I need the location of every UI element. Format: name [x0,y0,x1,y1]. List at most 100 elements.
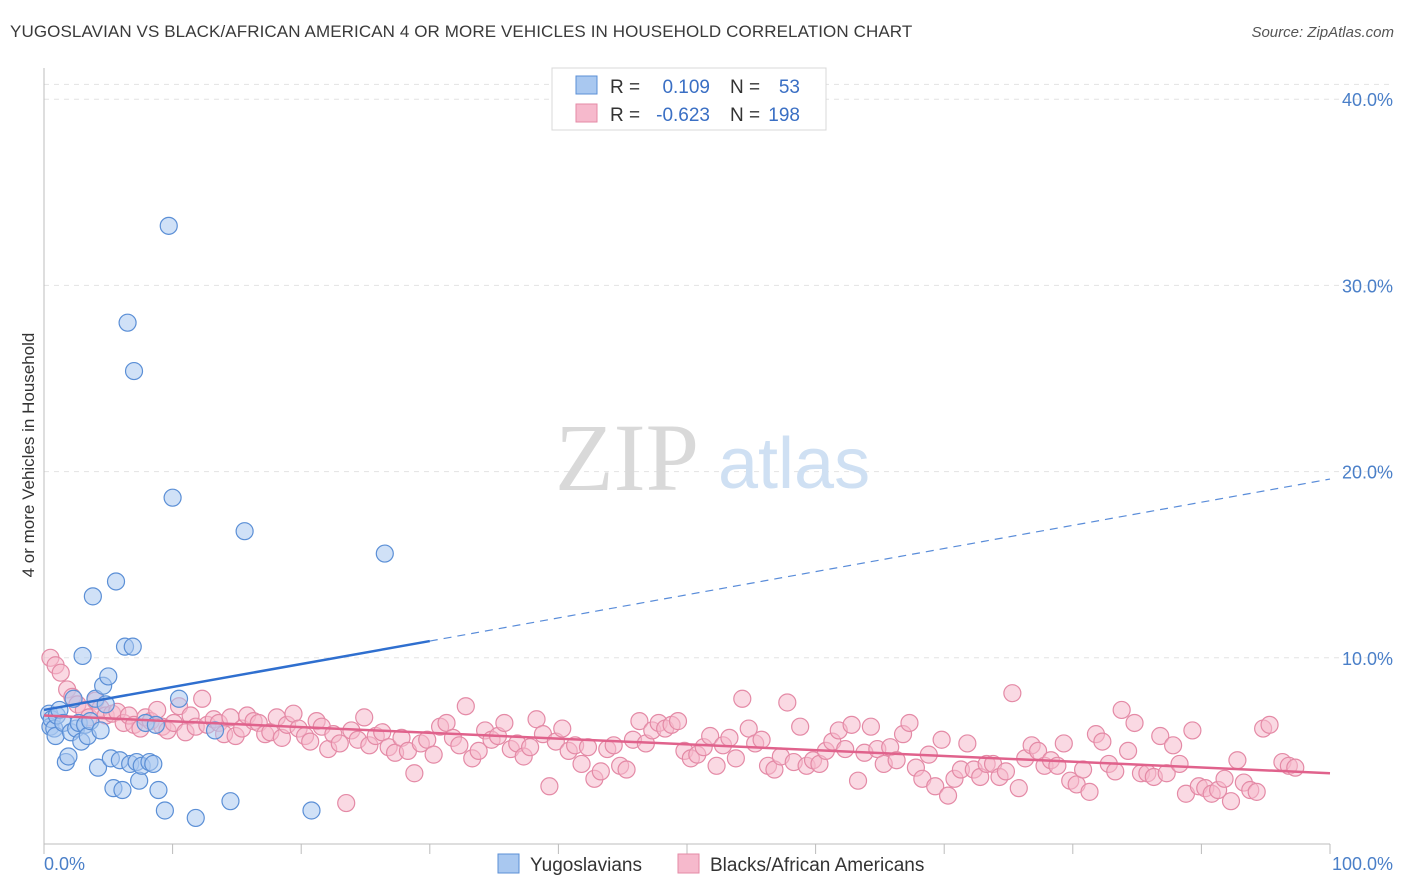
legend-r-label: R = [610,77,640,98]
series-yugoslavians [40,216,394,828]
source-credit: Source: ZipAtlas.com [1251,24,1394,41]
data-point [887,751,906,770]
y-tick-label: 20.0% [1342,463,1393,483]
y-tick-label: 10.0% [1342,649,1393,669]
data-point [99,667,118,686]
data-point [221,792,240,811]
data-point [1118,741,1138,761]
data-point [205,721,225,740]
data-point [720,728,739,747]
data-point [707,756,726,775]
data-point [617,760,636,779]
x-tick-labels: 0.0% 100.0% [44,854,1393,874]
series-legend-label-blacks-african-americans: Blacks/African Americans [710,855,924,876]
data-point [1080,782,1099,801]
data-point [630,712,649,731]
data-point [578,738,598,757]
data-point [301,732,320,751]
legend-n-label: N = [730,77,760,98]
data-point [938,786,958,805]
watermark-zip: ZIP [555,404,699,511]
series-legend-label-yugoslavians: Yugoslavians [530,855,642,876]
data-point [113,780,132,800]
data-point [375,544,394,563]
data-point [73,646,92,666]
trend-line-yugoslavians-projection [429,478,1331,642]
data-point [1009,779,1028,798]
data-point [146,715,165,734]
data-point [791,717,810,736]
legend-r-value: -0.623 [656,105,710,126]
data-point [106,572,126,591]
data-point [1093,732,1112,751]
data-point [572,754,591,774]
series-legend-swatch-yugoslavians [497,853,520,874]
data-point [521,738,540,757]
data-point [836,739,855,759]
data-point [1221,792,1241,811]
data-point [752,730,771,749]
legend-swatch-blacks-african-americans [575,103,598,123]
data-point [1112,700,1131,720]
data-point [330,734,349,753]
data-point [59,747,78,766]
data-point [155,801,174,820]
y-tick-label: 30.0% [1342,276,1393,296]
data-point [926,777,945,796]
data-point [130,771,149,790]
y-axis-label: 4 or more Vehicles in Household [19,333,38,578]
data-point [733,689,752,708]
data-point [932,730,951,749]
data-point [123,637,142,656]
legend-frame [551,67,827,131]
data-point [591,762,610,781]
data-point [1215,769,1234,788]
data-point [1106,762,1125,781]
data-point [83,587,102,606]
data-point [1151,726,1170,746]
legend-r-label: R = [610,105,640,126]
trend-line-yugoslavians [43,639,431,712]
data-point [169,689,189,708]
data-point [1054,734,1073,753]
data-point [302,801,321,820]
data-point [861,717,880,736]
data-point [996,762,1016,781]
data-point [118,313,137,332]
data-point [1183,721,1202,740]
data-point [1228,751,1247,770]
legend-n-label: N = [730,105,760,126]
data-point [1170,754,1189,774]
data-point [553,719,572,738]
data-point [900,713,919,733]
data-point [469,741,488,761]
data-point [958,734,977,753]
data-point [495,713,514,733]
correlation-legend: R = 0.109 N = 53 R = -0.623 N = 198 [551,67,827,131]
data-point [159,216,178,235]
data-point [405,764,424,783]
data-point [355,708,374,727]
y-tick-label: 40.0% [1342,90,1393,110]
x-tick-label: 100.0% [1332,854,1393,874]
watermark-atlas: atlas [718,424,870,504]
data-point [91,721,110,740]
data-point [193,689,212,708]
trend-lines [43,478,1331,775]
data-point [540,777,559,796]
chart-title: YUGOSLAVIAN VS BLACK/AFRICAN AMERICAN 4 … [10,22,913,41]
data-point [186,808,205,828]
series-blacks-african-americans [41,648,1305,813]
gridlines [44,83,1392,659]
trend-line-blacks-african-americans [43,714,1331,775]
data-point [842,715,861,734]
y-tick-labels: 10.0% 20.0% 30.0% 40.0% [1342,90,1393,669]
data-point [450,736,469,755]
data-point [144,754,163,774]
data-point [456,697,475,716]
data-point [1125,713,1144,733]
legend-swatch-yugoslavians [575,75,598,95]
data-point [337,793,356,813]
data-point [1286,758,1305,777]
